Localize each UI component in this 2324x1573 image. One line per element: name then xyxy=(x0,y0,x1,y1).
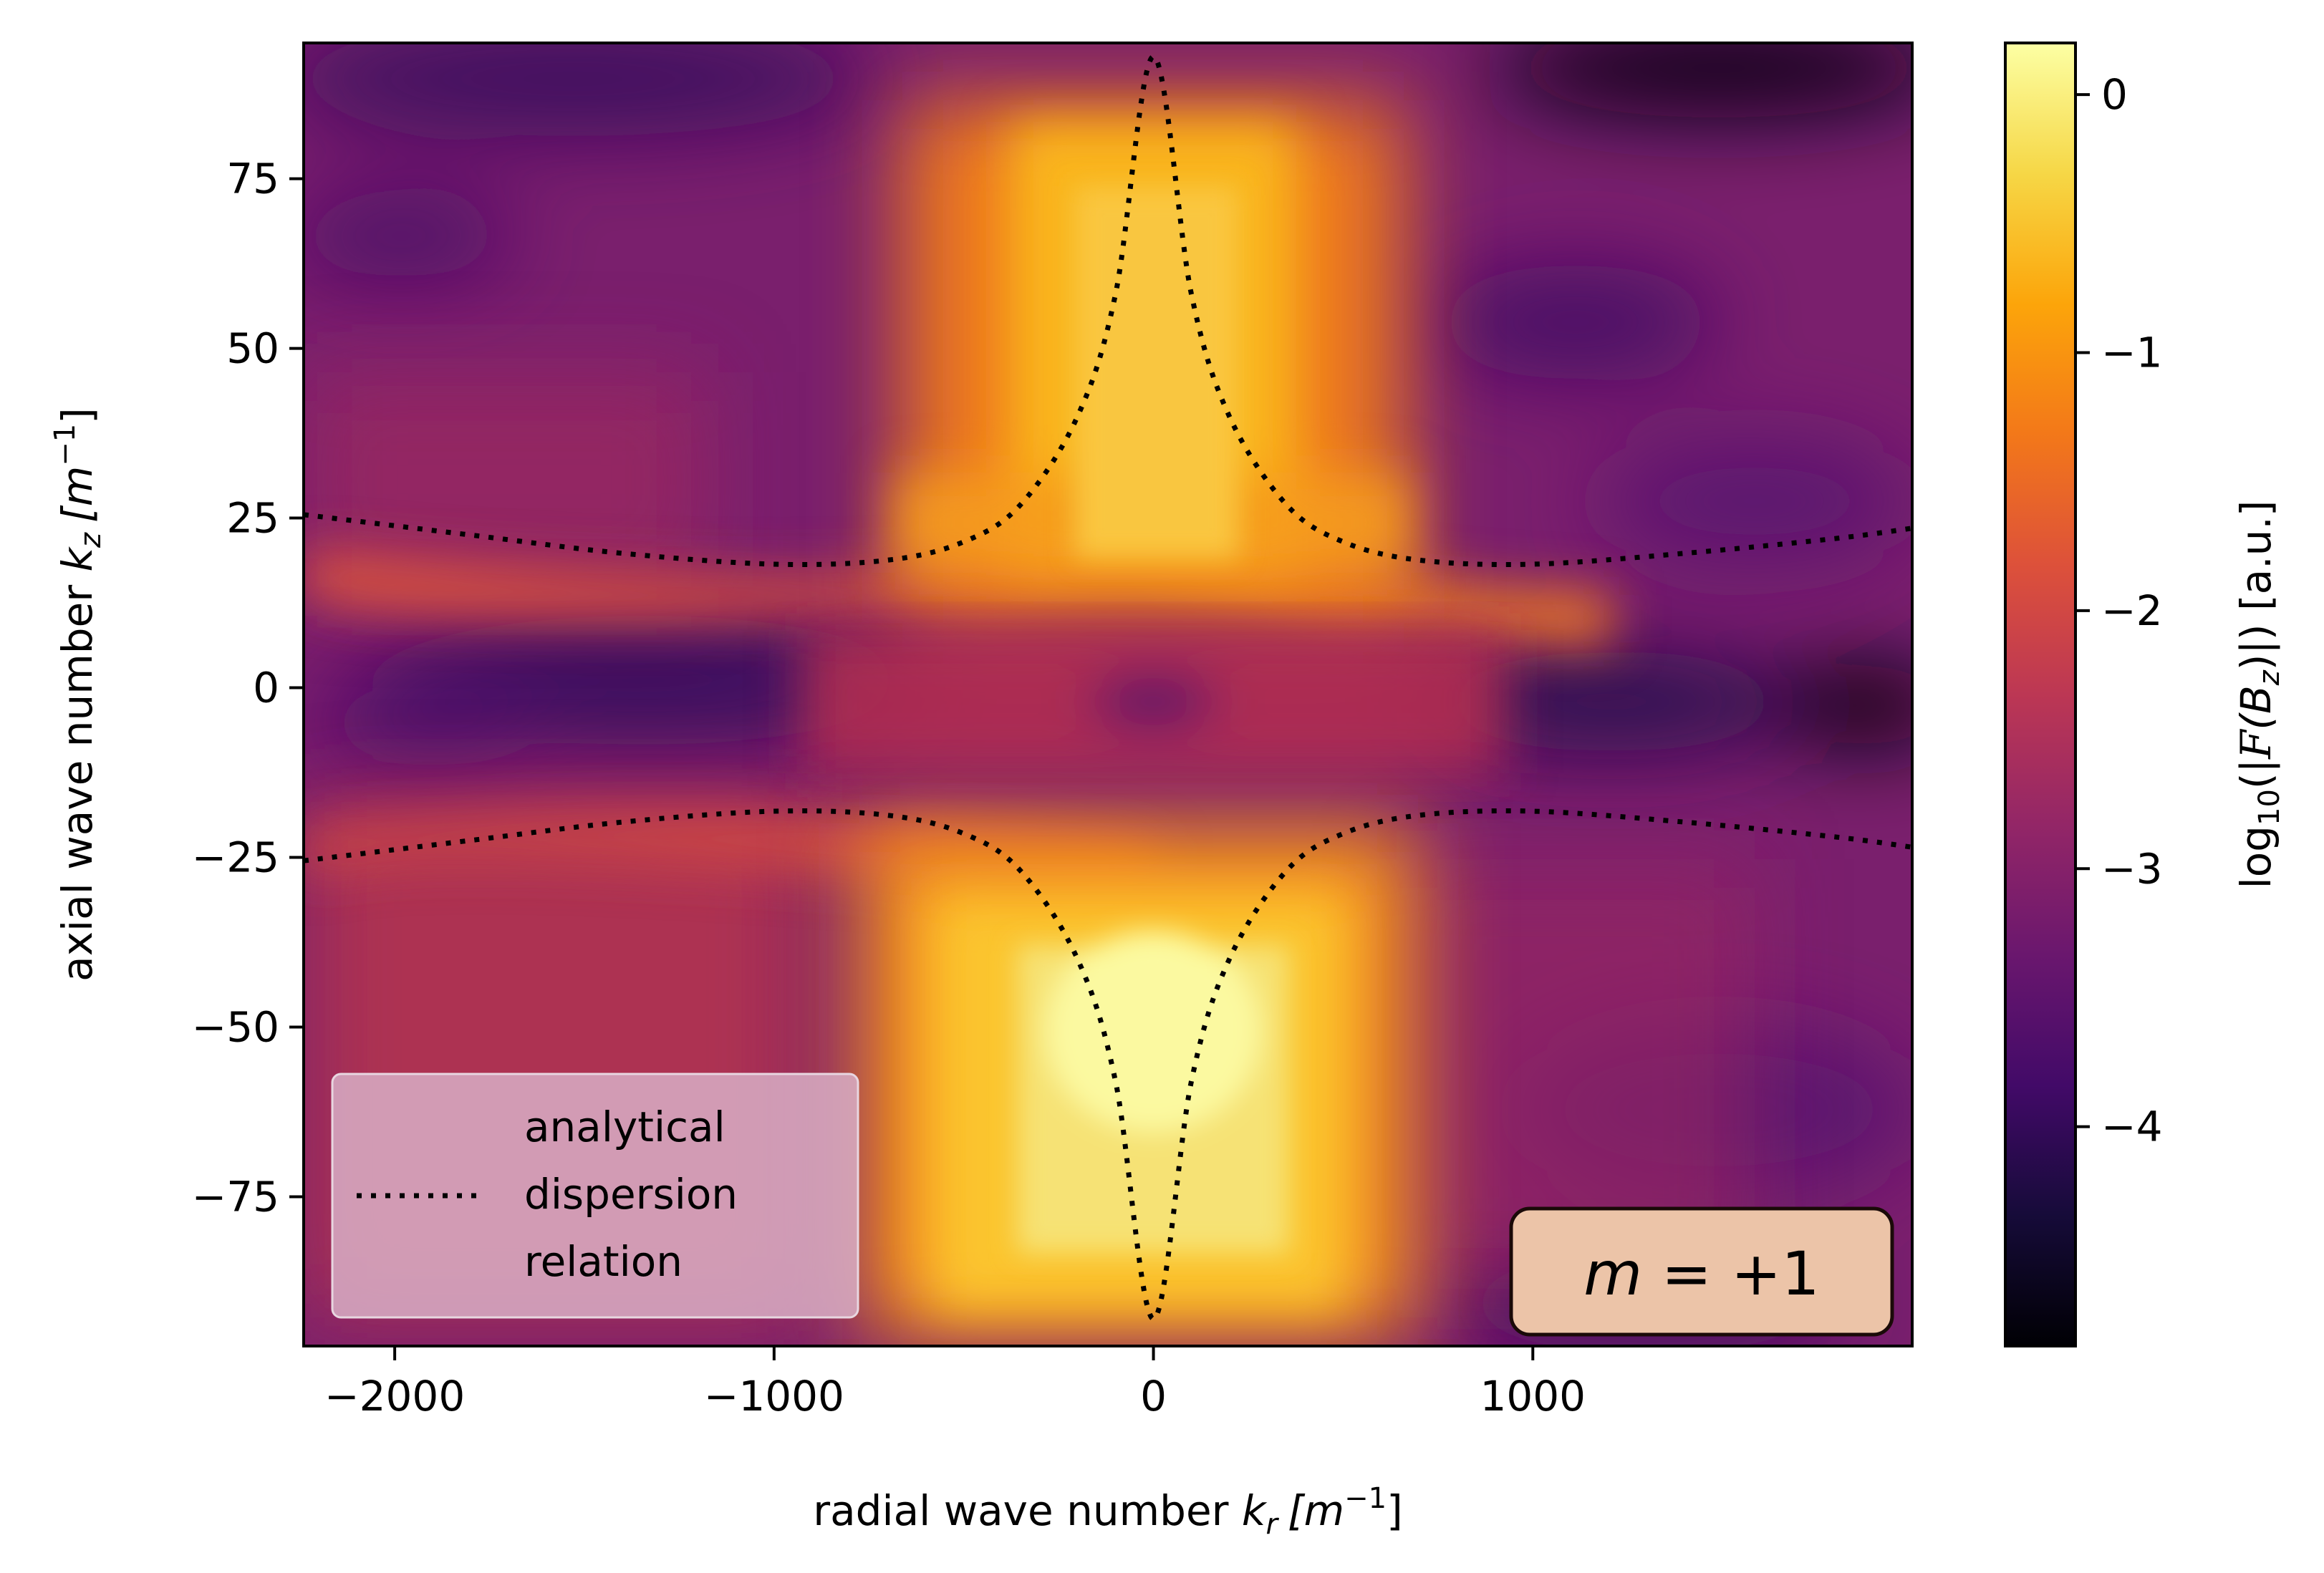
annotation-text: m = +1 xyxy=(1583,1239,1819,1309)
x-axis-title: radial wave number kr [m−1] xyxy=(813,1482,1402,1541)
y-tick-label: −25 xyxy=(192,833,279,882)
ylabel-exp: −1 xyxy=(49,424,82,466)
x-tick-label: −2000 xyxy=(324,1372,465,1420)
y-tick-label: −50 xyxy=(192,1002,279,1051)
colorbar-ticks: 0 −1 −2 −3 −4 xyxy=(2075,70,2163,1151)
y-tick-label: 50 xyxy=(226,324,279,373)
cbar-F: F xyxy=(2232,729,2280,760)
xlabel-symbol: k xyxy=(1242,1486,1268,1535)
legend: analytical dispersion relation xyxy=(331,1073,859,1319)
annotation-rest: = +1 xyxy=(1642,1239,1820,1309)
x-tick-label: −1000 xyxy=(704,1372,844,1420)
legend-line-3: relation xyxy=(524,1237,683,1286)
xlabel-sub: r xyxy=(1266,1508,1280,1541)
x-tick-label: 0 xyxy=(1140,1372,1167,1420)
annotation-box xyxy=(1509,1206,1894,1337)
dispersion-branch-lower xyxy=(304,808,1912,1322)
xlabel-unit: [m xyxy=(1288,1486,1344,1535)
y-tick-label: 0 xyxy=(253,664,279,712)
ylabel-close: ] xyxy=(53,407,102,424)
cbar-B-sub: z xyxy=(2253,669,2286,686)
plot-frame xyxy=(302,42,1914,1347)
colorbar: 0 −1 −2 −3 −4 log10(|F(Bz)|) [a.u.] xyxy=(2004,42,2286,1347)
colorbar-label: log10(|F(Bz)|) [a.u.] xyxy=(2232,500,2286,889)
colorbar-tick-label: −3 xyxy=(2101,844,2163,893)
dispersion-curves xyxy=(304,54,1912,1322)
x-tick-label: 1000 xyxy=(1480,1372,1586,1420)
cbar-B: (B xyxy=(2232,685,2280,730)
ylabel-unit: [m xyxy=(53,466,102,523)
colorbar-tick-label: −1 xyxy=(2101,328,2163,377)
xlabel-text: radial wave number xyxy=(813,1486,1242,1535)
y-axis-title: axial wave number kz [m−1] xyxy=(49,407,107,982)
cbar-end: )|) [a.u.] xyxy=(2232,500,2280,671)
legend-box xyxy=(331,1073,859,1319)
y-tick-label: 25 xyxy=(226,494,279,543)
y-tick-label: 75 xyxy=(226,155,279,203)
ylabel-text: axial wave number xyxy=(53,572,102,982)
xlabel-exp: −1 xyxy=(1344,1482,1387,1515)
colorbar-tick-label: 0 xyxy=(2101,70,2128,119)
cbar-log-sub: 10 xyxy=(2253,789,2286,826)
cbar-log: log xyxy=(2232,826,2280,889)
colorbar-tick-label: −4 xyxy=(2101,1103,2163,1151)
legend-line-1: analytical xyxy=(524,1103,725,1151)
y-axis-ticks: 75 50 25 0 −25 −50 −75 xyxy=(192,155,304,1221)
xlabel-close: ] xyxy=(1387,1486,1403,1535)
ylabel-sub: z xyxy=(74,532,107,548)
heatmap-image xyxy=(304,43,1912,1346)
legend-line-2: dispersion xyxy=(524,1170,738,1219)
x-axis-ticks: −2000 −1000 0 1000 xyxy=(324,1346,1586,1420)
cbar-mid: (| xyxy=(2232,759,2280,789)
mode-annotation: m = +1 xyxy=(1509,1206,1894,1337)
dispersion-branch-upper xyxy=(304,54,1912,568)
colorbar-tick-label: −2 xyxy=(2101,586,2163,635)
annotation-m: m xyxy=(1583,1239,1642,1309)
colorbar-gradient xyxy=(2004,42,2077,1347)
y-tick-label: −75 xyxy=(192,1172,279,1221)
ylabel-symbol: k xyxy=(53,546,102,572)
